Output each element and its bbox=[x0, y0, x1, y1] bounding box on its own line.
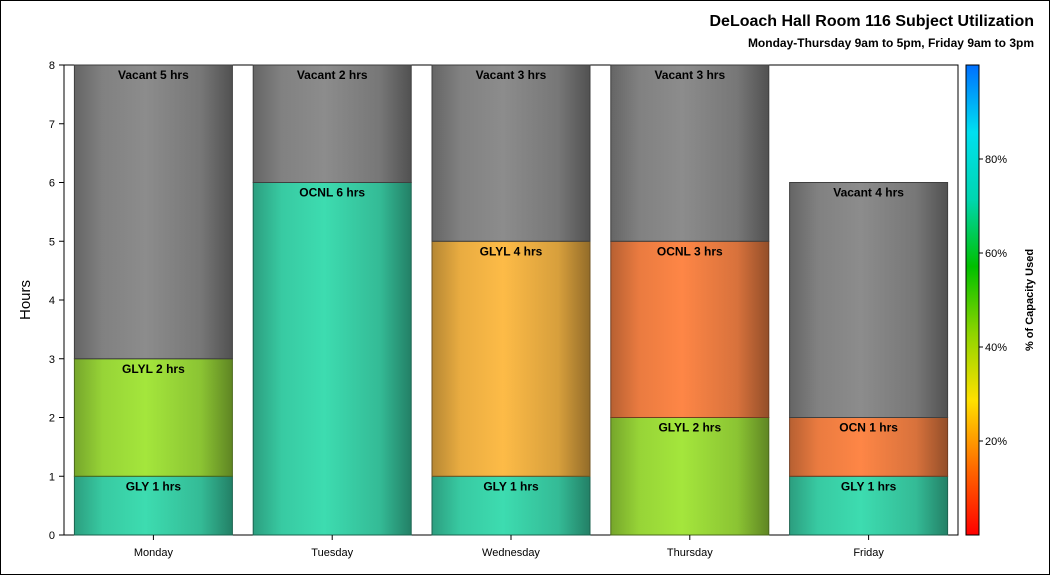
y-tick-label: 1 bbox=[49, 471, 55, 483]
bar-segment bbox=[73, 64, 233, 360]
x-tick-label: Monday bbox=[134, 547, 174, 559]
y-tick-label: 0 bbox=[49, 530, 55, 542]
segment-label: Vacant 2 hrs bbox=[297, 68, 368, 82]
y-tick-label: 8 bbox=[49, 60, 55, 72]
segment-label: OCNL 3 hrs bbox=[657, 244, 723, 258]
x-tick-label: Friday bbox=[853, 547, 884, 559]
x-tick-label: Thursday bbox=[667, 547, 713, 559]
bar-segment bbox=[789, 475, 949, 536]
segment-label: Vacant 3 hrs bbox=[476, 68, 547, 82]
colorbar-tick-label: 80% bbox=[985, 154, 1007, 166]
chart-title: DeLoach Hall Room 116 Subject Utilizatio… bbox=[709, 13, 1034, 30]
bar-segment bbox=[610, 417, 770, 536]
bar-segment bbox=[789, 182, 949, 418]
colorbar-tick-label: 40% bbox=[985, 342, 1007, 354]
segment-label: GLYL 2 hrs bbox=[658, 421, 721, 435]
bar-segment bbox=[431, 240, 591, 477]
colorbar-tick-label: 20% bbox=[985, 436, 1007, 448]
x-tick-label: Wednesday bbox=[482, 547, 540, 559]
bar-segment bbox=[252, 64, 412, 183]
bar-segment bbox=[610, 64, 770, 242]
segment-label: OCNL 6 hrs bbox=[299, 186, 365, 200]
y-tick-label: 5 bbox=[49, 236, 55, 248]
plot-area: 0 1 2 3 4 5 6 7 8 Hours GLY 1 hrs GLYL 2 hrs Vacant … bbox=[17, 60, 1036, 559]
segment-label: GLY 1 hrs bbox=[483, 479, 539, 493]
segment-label: GLYL 2 hrs bbox=[122, 362, 185, 376]
segment-label: GLY 1 hrs bbox=[126, 479, 182, 493]
y-axis-title: Hours bbox=[17, 280, 34, 320]
segment-label: GLYL 4 hrs bbox=[480, 244, 543, 258]
bar-segment bbox=[431, 64, 591, 242]
bar-segment bbox=[610, 240, 770, 418]
colorbar bbox=[965, 64, 980, 536]
y-tick-label: 2 bbox=[49, 413, 55, 425]
bar-segment bbox=[431, 475, 591, 536]
chart-subtitle: Monday-Thursday 9am to 5pm, Friday 9am t… bbox=[747, 36, 1034, 50]
x-tick-label: Tuesday bbox=[311, 547, 353, 559]
segment-label: OCN 1 hrs bbox=[839, 421, 898, 435]
y-tick-label: 6 bbox=[49, 178, 55, 190]
y-tick-label: 4 bbox=[49, 295, 55, 307]
y-tick-label: 7 bbox=[49, 119, 55, 131]
y-tick-label: 3 bbox=[49, 354, 55, 366]
bar-segment bbox=[73, 358, 233, 477]
colorbar-title: % of Capacity Used bbox=[1024, 249, 1036, 351]
segment-label: Vacant 3 hrs bbox=[654, 68, 725, 82]
bar-segment bbox=[252, 182, 412, 536]
segment-label: Vacant 4 hrs bbox=[833, 186, 904, 200]
colorbar-tick-label: 60% bbox=[985, 248, 1007, 260]
segment-label: Vacant 5 hrs bbox=[118, 68, 189, 82]
segment-label: GLY 1 hrs bbox=[841, 479, 897, 493]
